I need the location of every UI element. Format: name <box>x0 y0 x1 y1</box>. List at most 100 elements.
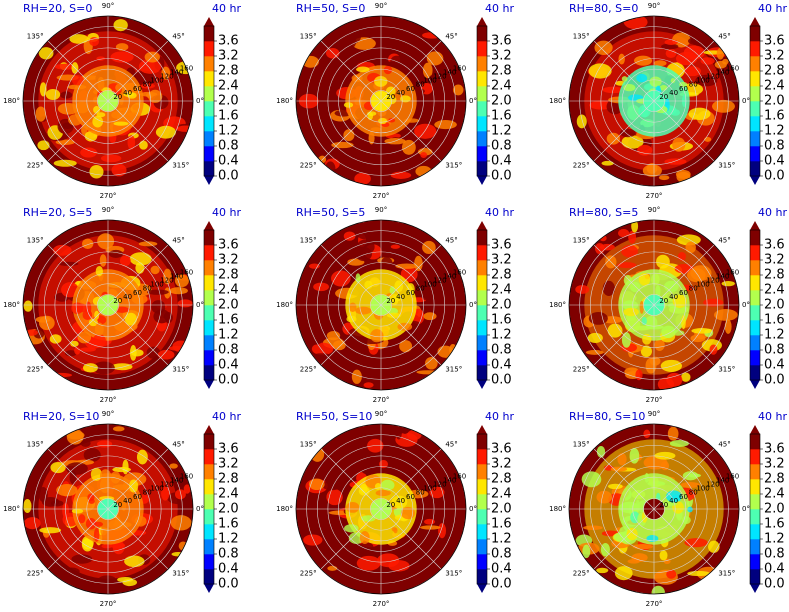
colorbar-extend-top <box>477 17 487 26</box>
heatmap-cell <box>126 112 141 117</box>
colorbar-segment <box>204 554 214 570</box>
angular-gridline <box>653 304 715 366</box>
heatmap-cell <box>174 489 186 500</box>
heatmap-cell <box>370 127 382 132</box>
heatmap-cell <box>664 158 687 165</box>
heatmap-cell <box>147 289 169 295</box>
heatmap-cell <box>400 506 416 520</box>
colorbar-segment <box>477 509 487 525</box>
angular-gridline <box>380 448 442 510</box>
heatmap-cell <box>139 91 158 97</box>
heatmap-cell <box>582 544 591 559</box>
angle-label: 225° <box>300 365 317 373</box>
colorbar-segment <box>204 275 214 291</box>
angular-gridline <box>593 448 655 510</box>
heatmap-cell <box>346 501 360 513</box>
radial-tick-label: 20 <box>386 501 395 509</box>
heatmap-cell <box>361 465 384 476</box>
heatmap-cell <box>313 516 327 525</box>
colorbar-tick-label: 0.4 <box>491 358 512 373</box>
heatmap-cell <box>177 299 193 308</box>
heatmap-cell <box>654 451 676 460</box>
heatmap-cell <box>77 331 92 344</box>
heatmap-cell <box>399 95 411 103</box>
heatmap-cell <box>602 280 615 297</box>
heatmap-cell <box>708 540 720 553</box>
colorbar-tick-label: 2.0 <box>491 94 512 109</box>
angle-label: 45° <box>445 441 457 449</box>
colorbar-segment <box>477 275 487 291</box>
heatmap-cell <box>643 429 651 439</box>
heatmap-cell <box>117 372 129 387</box>
colorbar-tick-label: 0.0 <box>491 169 512 184</box>
colorbar-tick-label: 1.2 <box>218 532 239 547</box>
colorbar-segment <box>477 320 487 336</box>
panel-title: RH=50, S=10 <box>296 410 372 423</box>
heatmap-cell <box>607 323 623 338</box>
colorbar-segment <box>750 350 760 366</box>
colorbar-tick-label: 1.6 <box>218 517 239 532</box>
angular-gridline <box>380 244 442 306</box>
heatmap-cell <box>721 280 735 287</box>
heatmap-cell <box>618 229 630 238</box>
angle-label: 45° <box>172 441 184 449</box>
angular-gridline <box>593 244 655 306</box>
heatmap-cell <box>449 312 466 320</box>
polar-panel <box>22 423 194 595</box>
colorbar-tick-label: 0.8 <box>218 139 239 154</box>
radial-tick-label: 80 <box>689 81 698 89</box>
radial-tick-label: 140 <box>170 477 183 485</box>
heatmap-cell <box>661 325 676 339</box>
heatmap-cell <box>94 322 104 336</box>
colorbar-tick-label: 3.6 <box>218 442 239 457</box>
colorbar-tick-label: 2.0 <box>218 298 239 313</box>
heatmap-cell <box>316 461 328 473</box>
colorbar-segment <box>750 86 760 102</box>
panel-title: RH=20, S=0 <box>23 2 92 15</box>
heatmap-cell <box>391 295 399 306</box>
heatmap-cell <box>575 284 590 294</box>
colorbar-extend-bottom <box>204 584 214 593</box>
heatmap-cell <box>161 486 170 501</box>
angular-gridline <box>107 244 169 306</box>
radial-tick-label: 80 <box>416 489 425 497</box>
colorbar-segment <box>204 569 214 585</box>
heatmap-cell <box>23 499 32 514</box>
colorbar-segment <box>477 554 487 570</box>
radial-tick-label: 40 <box>123 89 132 97</box>
angle-label: 45° <box>172 237 184 245</box>
colorbar-segment <box>750 26 760 42</box>
radial-tick-label: 140 <box>443 477 456 485</box>
heatmap-cell <box>681 315 686 330</box>
angle-label: 270° <box>373 600 390 608</box>
heatmap-cell <box>78 514 86 524</box>
heatmap-cell <box>359 483 368 494</box>
heatmap-cell <box>359 530 370 545</box>
heatmap-cell <box>69 34 89 44</box>
colorbar-tick-label: 0.8 <box>764 343 785 358</box>
heatmap-cell <box>395 425 402 440</box>
radial-tick-label: 120 <box>433 277 446 285</box>
heatmap-cell <box>37 140 50 151</box>
panel-title: RH=80, S=0 <box>569 2 638 15</box>
colorbar-segment <box>477 116 487 132</box>
heatmap-cell <box>23 300 33 312</box>
heatmap-cell <box>444 269 457 279</box>
heatmap-cell <box>331 270 351 287</box>
colorbar-tick-label: 0.8 <box>491 139 512 154</box>
colorbar-tick-label: 0.0 <box>491 373 512 388</box>
colorbar-tick-label: 1.2 <box>764 124 785 139</box>
radial-tick-label: 160 <box>180 64 193 72</box>
colorbar-segment <box>477 260 487 276</box>
angle-label: 0° <box>469 97 477 105</box>
heatmap-cell <box>151 300 166 314</box>
colorbar-segment <box>477 365 487 381</box>
radial-tick-label: 20 <box>386 93 395 101</box>
heatmap-cell <box>136 449 148 465</box>
heatmap-cell <box>635 499 640 513</box>
heatmap-cell <box>713 309 738 321</box>
heatmap-cell <box>399 340 413 353</box>
colorbar-segment <box>204 305 214 321</box>
colorbar-segment <box>204 434 214 450</box>
